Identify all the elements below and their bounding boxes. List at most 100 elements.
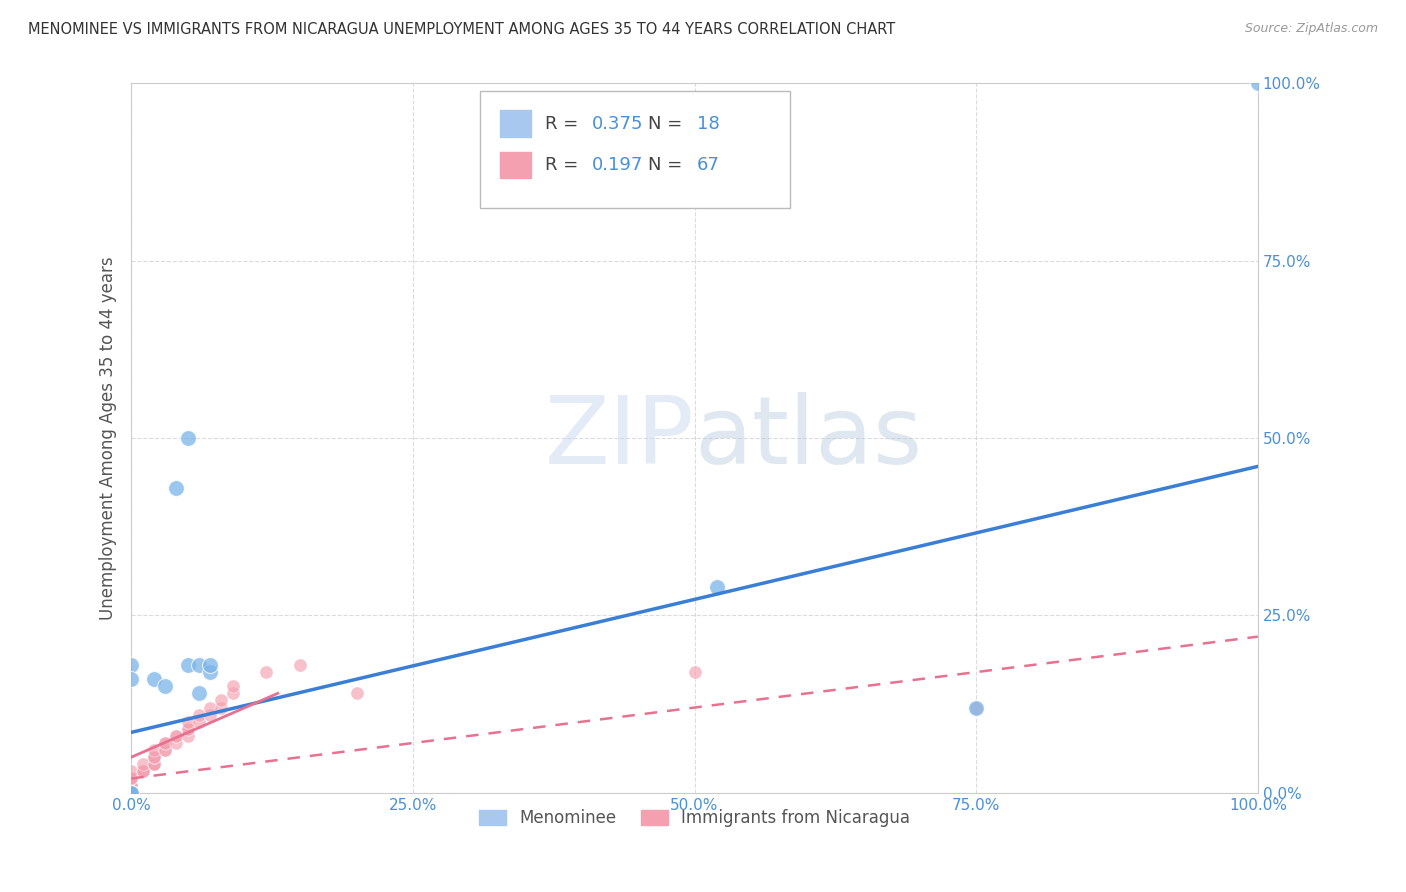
Point (131, 764, 153, 779)
Point (120, 786, 142, 800)
Text: R =: R = (544, 156, 578, 174)
Point (120, 672, 142, 686)
Point (153, 743, 176, 757)
Point (120, 772, 142, 786)
Text: Source: ZipAtlas.com: Source: ZipAtlas.com (1244, 22, 1378, 36)
Point (142, 750, 165, 764)
Point (120, 786, 142, 800)
Point (120, 779, 142, 793)
Point (209, 693, 232, 707)
Point (290, 658, 312, 673)
Point (142, 757, 165, 772)
Point (120, 786, 142, 800)
Point (120, 772, 142, 786)
Point (187, 714, 209, 729)
Point (142, 743, 165, 757)
Point (187, 686, 209, 700)
Point (187, 707, 209, 722)
Point (198, 658, 221, 673)
Point (120, 786, 142, 800)
Point (198, 707, 221, 722)
Point (142, 672, 165, 686)
Point (176, 658, 198, 673)
Point (165, 736, 187, 750)
Point (165, 729, 187, 743)
Point (131, 764, 153, 779)
FancyBboxPatch shape (499, 152, 531, 178)
Point (120, 786, 142, 800)
Point (120, 786, 142, 800)
Point (221, 679, 243, 693)
Text: R =: R = (544, 115, 578, 133)
FancyBboxPatch shape (481, 90, 790, 208)
Point (120, 786, 142, 800)
Point (120, 786, 142, 800)
Point (120, 786, 142, 800)
Point (153, 743, 176, 757)
Point (176, 722, 198, 736)
Point (120, 764, 142, 779)
Point (120, 786, 142, 800)
Legend: Menominee, Immigrants from Nicaragua: Menominee, Immigrants from Nicaragua (472, 803, 917, 834)
Point (120, 786, 142, 800)
Point (120, 772, 142, 786)
Point (965, 700, 987, 714)
Point (120, 658, 142, 673)
Point (198, 665, 221, 679)
Text: MENOMINEE VS IMMIGRANTS FROM NICARAGUA UNEMPLOYMENT AMONG AGES 35 TO 44 YEARS CO: MENOMINEE VS IMMIGRANTS FROM NICARAGUA U… (28, 22, 896, 37)
Point (209, 700, 232, 714)
Text: 18: 18 (697, 115, 720, 133)
Text: 0.375: 0.375 (592, 115, 644, 133)
Point (120, 786, 142, 800)
Point (120, 779, 142, 793)
Point (120, 786, 142, 800)
Point (176, 722, 198, 736)
Point (120, 779, 142, 793)
Point (1247, 77, 1270, 91)
Point (965, 700, 987, 714)
Point (153, 736, 176, 750)
Point (165, 729, 187, 743)
Y-axis label: Unemployment Among Ages 35 to 44 years: Unemployment Among Ages 35 to 44 years (100, 256, 117, 620)
Point (176, 714, 198, 729)
Text: ZIP: ZIP (546, 392, 695, 484)
Point (120, 786, 142, 800)
Point (142, 757, 165, 772)
Point (706, 580, 728, 594)
Text: 0.197: 0.197 (592, 156, 644, 174)
Text: atlas: atlas (695, 392, 922, 484)
Point (120, 786, 142, 800)
Point (120, 786, 142, 800)
Point (142, 757, 165, 772)
Text: N =: N = (648, 115, 682, 133)
Point (165, 481, 187, 495)
Point (120, 772, 142, 786)
Point (131, 757, 153, 772)
Point (153, 736, 176, 750)
Point (120, 786, 142, 800)
Point (176, 431, 198, 445)
Point (120, 786, 142, 800)
Text: 67: 67 (697, 156, 720, 174)
Point (142, 750, 165, 764)
FancyBboxPatch shape (499, 111, 531, 137)
Point (120, 786, 142, 800)
Point (120, 786, 142, 800)
Point (683, 665, 706, 679)
Point (120, 772, 142, 786)
Point (120, 786, 142, 800)
Point (198, 700, 221, 714)
Point (176, 729, 198, 743)
Point (142, 750, 165, 764)
Point (131, 764, 153, 779)
Point (120, 786, 142, 800)
Point (120, 786, 142, 800)
Point (120, 786, 142, 800)
Point (221, 686, 243, 700)
Point (120, 786, 142, 800)
Point (153, 679, 176, 693)
Point (187, 658, 209, 673)
Point (346, 686, 368, 700)
Point (120, 786, 142, 800)
Point (120, 779, 142, 793)
